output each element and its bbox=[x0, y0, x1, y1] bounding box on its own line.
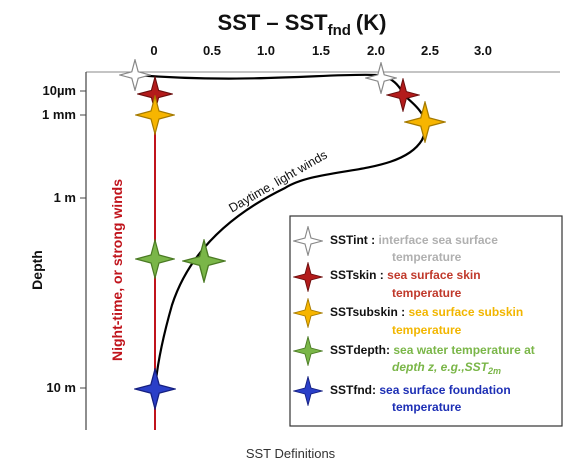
title-main: SST – SST bbox=[218, 10, 329, 35]
legend-desc-line2: depth z, e.g.,SST2m bbox=[392, 360, 501, 376]
legend-box bbox=[289, 215, 563, 427]
y-tick-label: 10 m bbox=[46, 380, 76, 395]
legend-item-sstdepth: SSTdepth: sea water temperature at bbox=[330, 343, 535, 357]
x-axis-ticks: 0 0.5 1.0 1.5 2.0 2.5 3.0 bbox=[150, 43, 492, 58]
legend-desc: interface sea surface bbox=[378, 233, 498, 247]
green-star-icon bbox=[182, 239, 226, 283]
legend-name: SSTfnd: bbox=[330, 383, 376, 397]
day-profile-curve bbox=[134, 73, 427, 391]
yellow-star-icon bbox=[404, 101, 446, 143]
figure-caption: SST Definitions bbox=[245, 446, 336, 461]
legend-desc: sea surface foundation bbox=[379, 383, 510, 397]
night-curve-label: Night-time, or strong winds bbox=[109, 179, 125, 361]
legend-name: SSTint : bbox=[330, 233, 375, 247]
x-tick-label: 2.5 bbox=[421, 43, 439, 58]
legend-item-sstfnd: SSTfnd: sea surface foundation bbox=[330, 383, 511, 397]
title-subscript: fnd bbox=[328, 22, 351, 39]
sst-definitions-diagram: SST – SSTfnd (K) 0 0.5 1.0 1.5 2.0 2.5 3.… bbox=[29, 10, 563, 430]
legend-desc-line2: temperature bbox=[392, 250, 462, 264]
legend-desc-line2: temperature bbox=[392, 323, 462, 337]
legend-item-sstint: SSTint : interface sea surface bbox=[330, 233, 498, 247]
x-tick-label: 0.5 bbox=[203, 43, 221, 58]
chart-title: SST – SSTfnd (K) bbox=[218, 10, 387, 39]
legend-item-sstsubskin: SSTsubskin : sea surface subskin bbox=[330, 305, 523, 319]
legend-name: SSTdepth: bbox=[330, 343, 390, 357]
y-axis-label: Depth bbox=[29, 250, 45, 290]
legend: SSTint : interface sea surface temperatu… bbox=[289, 215, 563, 427]
title-unit: (K) bbox=[356, 10, 387, 35]
legend-desc-line2-sub: 2m bbox=[487, 366, 501, 376]
x-tick-label: 1.0 bbox=[257, 43, 275, 58]
legend-item-sstskin: SSTskin : sea surface skin bbox=[330, 268, 481, 282]
blue-star-icon bbox=[134, 368, 176, 410]
yellow-star-icon bbox=[135, 95, 175, 135]
x-tick-label: 0 bbox=[150, 43, 157, 58]
legend-desc-line2: temperature bbox=[392, 286, 462, 300]
legend-name: SSTskin : bbox=[330, 268, 384, 282]
legend-desc-line2-main: depth z, e.g.,SST bbox=[392, 360, 490, 374]
x-tick-label: 2.0 bbox=[367, 43, 385, 58]
y-tick-label: 1 m bbox=[54, 190, 76, 205]
x-tick-label: 1.5 bbox=[312, 43, 330, 58]
legend-desc: sea surface subskin bbox=[408, 305, 523, 319]
day-curve-label: Daytime, light winds bbox=[226, 148, 329, 216]
white-star-icon bbox=[365, 62, 397, 94]
legend-desc-line2: temperature bbox=[392, 400, 462, 414]
legend-desc: sea surface skin bbox=[387, 268, 480, 282]
green-star-icon bbox=[135, 239, 175, 279]
legend-name: SSTsubskin : bbox=[330, 305, 405, 319]
legend-desc: sea water temperature at bbox=[393, 343, 534, 357]
y-axis-ticks: 10µm 1 mm 1 m 10 m bbox=[42, 83, 86, 395]
white-star-icon bbox=[119, 59, 151, 91]
y-tick-label: 1 mm bbox=[42, 107, 76, 122]
x-tick-label: 3.0 bbox=[474, 43, 492, 58]
y-tick-label: 10µm bbox=[42, 83, 76, 98]
